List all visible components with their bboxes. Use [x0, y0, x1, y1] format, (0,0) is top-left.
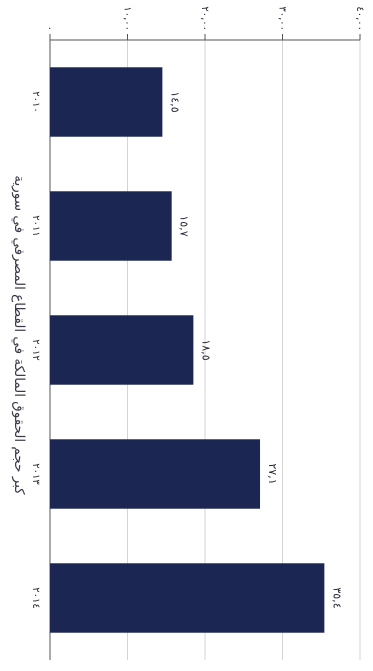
category-label: ٢٠١١	[30, 215, 41, 236]
bar	[50, 191, 172, 261]
category-label: ٢٠١٣	[30, 463, 41, 485]
category-label: ٢٠١٠	[30, 91, 41, 112]
category-label: ٢٠١٢	[30, 339, 41, 360]
data-label: ١٨,٥	[199, 339, 212, 360]
bar	[50, 315, 194, 385]
plot-area: ٠ ١٠,٠٠ ٢٠,٠٠ ٣٠,٠٠ ٤٠,٠٠ ١٤,٥ ٢٠١٠ ١٥,٧ ٢٠١١ ١٨,…	[30, 6, 365, 660]
tick-label: ١٠,٠٠	[122, 6, 133, 31]
data-label: ٢٧,١	[266, 463, 279, 484]
data-label: ١٥,٧	[178, 215, 191, 236]
data-label: ٣٥,٤	[330, 587, 343, 608]
tick-label: ٣٠,٠٠	[277, 6, 288, 31]
chart-title: كبر حجم الحقوق المالكة في القطاع المصرفي…	[11, 175, 27, 495]
tick-label: ٠	[44, 26, 55, 31]
bar	[50, 67, 163, 137]
bar	[49, 563, 325, 633]
tick-label: ٤٠,٠٠	[354, 6, 365, 31]
category-label: ٢٠١٤	[30, 587, 41, 608]
tick-label: ٢٠,٠٠	[199, 6, 210, 31]
data-label: ١٤,٥	[168, 91, 181, 112]
bar	[50, 439, 261, 509]
